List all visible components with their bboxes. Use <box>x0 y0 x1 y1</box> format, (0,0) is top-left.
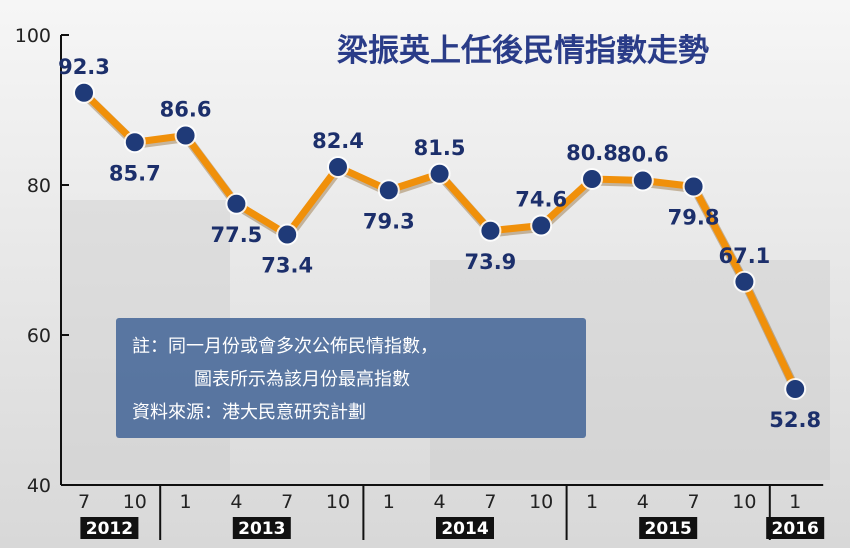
data-label: 86.6 <box>160 98 212 122</box>
data-label: 73.9 <box>464 250 516 274</box>
data-point <box>278 225 297 244</box>
data-points: 92.3 85.7 86.6 77.5 73.4 82.4 79.3 81.5 73.9 74.6… <box>58 55 821 432</box>
data-point <box>735 272 754 291</box>
year-label: 2015 <box>645 519 692 539</box>
data-point <box>786 380 805 398</box>
x-tick-label: 10 <box>123 491 147 513</box>
year-label: 2012 <box>86 519 133 539</box>
data-point <box>430 164 449 183</box>
year-badge <box>436 517 494 539</box>
year-badge <box>766 517 825 539</box>
x-tick-label: 4 <box>230 491 242 513</box>
data-point <box>583 170 601 188</box>
x-tick-label: 10 <box>529 491 553 513</box>
data-label: 79.8 <box>668 206 720 230</box>
x-tick-label: 7 <box>78 491 90 513</box>
data-label: 81.5 <box>414 136 466 160</box>
x-tick-label: 10 <box>732 491 756 513</box>
data-label: 85.7 <box>109 161 161 185</box>
note-box: 註：同一月份或會多次公佈民情指數， 圖表所示為該月份最高指數 資料來源：港大民意… <box>116 318 586 438</box>
data-label: 73.4 <box>261 254 313 278</box>
data-point <box>633 171 652 190</box>
data-label: 77.5 <box>210 223 262 247</box>
data-label: 92.3 <box>58 55 110 79</box>
note-box-background <box>116 318 586 438</box>
data-label: 80.6 <box>617 143 669 167</box>
axes: 40 60 80 100 7 10 1 4 7 10 1 4 7 10 1 4 7 10 1 2012 2013 2014… <box>15 25 825 540</box>
note-line-3: 資料來源：港大民意研究計劃 <box>132 402 366 423</box>
year-label: 2013 <box>238 519 285 539</box>
data-point <box>329 158 347 176</box>
note-line-2: 圖表所示為該月份最高指數 <box>194 369 410 390</box>
data-label: 79.3 <box>363 209 415 233</box>
y-tick-label: 60 <box>27 325 51 347</box>
year-label: 2016 <box>772 519 819 539</box>
title-text: 梁振英上任後民情指數走勢 <box>337 33 709 69</box>
x-tick-label: 1 <box>789 491 801 513</box>
x-tick-label: 10 <box>326 491 350 513</box>
year-label: 2014 <box>441 519 488 539</box>
data-point <box>481 221 500 240</box>
data-label: 52.8 <box>769 408 821 432</box>
data-label: 80.8 <box>566 141 618 165</box>
data-point <box>125 133 144 152</box>
data-label: 74.6 <box>515 188 567 212</box>
y-tick-label: 100 <box>15 25 51 47</box>
x-tick-label: 1 <box>180 491 192 513</box>
year-badge <box>80 517 139 539</box>
data-label: 82.4 <box>312 129 364 153</box>
data-point <box>176 126 195 145</box>
data-point <box>532 216 551 235</box>
y-tick-label: 80 <box>27 175 51 197</box>
x-tick-label: 4 <box>434 491 446 513</box>
data-point <box>227 194 246 213</box>
data-point <box>75 83 93 102</box>
y-tick-label: 40 <box>27 475 51 497</box>
x-tick-label: 1 <box>383 491 395 513</box>
x-tick-label: 7 <box>688 491 700 513</box>
x-tick-label: 1 <box>586 491 598 513</box>
year-badge <box>232 517 291 539</box>
data-point <box>684 177 703 196</box>
chart-title: 梁振英上任後民情指數走勢 <box>337 33 709 69</box>
note-line-1: 註：同一月份或會多次公佈民情指數， <box>132 336 438 357</box>
x-tick-label: 7 <box>484 491 496 513</box>
data-label: 67.1 <box>718 244 770 268</box>
x-tick-label: 7 <box>281 491 293 513</box>
year-badge <box>639 517 698 539</box>
data-point <box>379 181 398 200</box>
x-tick-label: 4 <box>637 491 649 513</box>
